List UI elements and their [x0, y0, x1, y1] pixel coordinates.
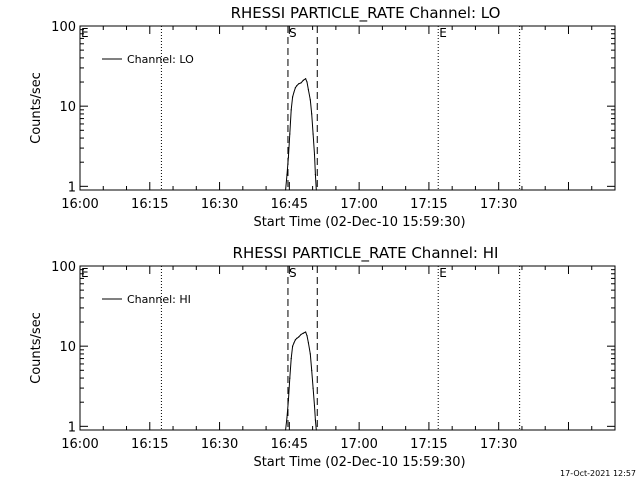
data-point: [312, 387, 314, 389]
data-point: [286, 416, 288, 418]
x-tick-label: 16:15: [131, 437, 168, 452]
data-point: [285, 429, 287, 431]
x-tick-label: 17:15: [410, 437, 447, 452]
y-tick-label: 10: [59, 100, 76, 115]
x-tick-label: 17:00: [340, 197, 377, 212]
x-axis-label: Start Time (02-Dec-10 15:59:30): [253, 215, 465, 230]
x-tick-label: 16:15: [131, 197, 168, 212]
data-point: [307, 89, 310, 91]
data-point: [289, 133, 291, 135]
footer-timestamp: 17-Oct-2021 12:57: [560, 469, 636, 478]
y-tick-label: 1: [68, 420, 76, 435]
data-point: [307, 342, 310, 344]
data-point: [290, 357, 292, 360]
data-point: [290, 109, 292, 111]
x-tick-label: 16:30: [201, 437, 238, 452]
data-point: [296, 337, 298, 339]
x-tick-label: 16:00: [61, 197, 98, 212]
x-tick-label: 17:30: [480, 437, 517, 452]
data-point: [309, 99, 311, 101]
plot-frame: [79, 25, 616, 191]
x-tick-label: 16:30: [201, 197, 238, 212]
x-tick-label: 16:00: [61, 437, 98, 452]
data-point: [292, 345, 294, 347]
x-axis-label: Start Time (02-Dec-10 15:59:30): [253, 455, 465, 470]
y-tick-label: 100: [51, 260, 76, 275]
data-point: [314, 419, 316, 421]
data-point: [287, 156, 290, 158]
x-tick-label: 16:45: [271, 197, 308, 212]
data-point: [315, 429, 317, 431]
data-point: [294, 339, 296, 341]
data-point: [302, 79, 304, 81]
data-point: [298, 83, 300, 85]
data-point: [314, 174, 316, 176]
legend-label: Channel: LO: [127, 53, 194, 66]
chart-panel-2: RHESSI PARTICLE_RATE Channel: HI Counts/s…: [29, 244, 616, 470]
data-point: [296, 85, 298, 87]
marker-label: S: [289, 26, 297, 40]
chart-title: RHESSI PARTICLE_RATE Channel: LO: [231, 4, 501, 23]
data-point: [289, 377, 291, 379]
series-line: [285, 331, 317, 431]
data-point: [311, 113, 313, 115]
data-point: [300, 82, 302, 84]
data-point: [292, 96, 294, 98]
plot-frame: [79, 265, 616, 431]
marker-label: E: [439, 266, 447, 280]
x-tick-label: 16:45: [271, 437, 308, 452]
marker-label: E: [81, 26, 89, 40]
x-tick-label: 17:15: [410, 197, 447, 212]
data-point: [306, 81, 308, 83]
data-point: [285, 189, 287, 191]
chart-panel-1: RHESSI PARTICLE_RATE Channel: LO Counts/s…: [29, 4, 616, 230]
data-point: [305, 331, 307, 333]
marker-label: S: [289, 266, 297, 280]
y-tick-label: 100: [51, 20, 76, 35]
chart-title: RHESSI PARTICLE_RATE Channel: HI: [233, 244, 499, 263]
data-point: [300, 333, 302, 336]
data-point: [313, 153, 316, 156]
x-tick-label: 17:00: [340, 437, 377, 452]
y-tick-label: 10: [59, 340, 76, 355]
y-axis-label: Counts/sec: [29, 72, 44, 144]
marker-label: E: [81, 266, 89, 280]
y-tick-label: 1: [68, 180, 76, 195]
x-tick-label: 17:30: [480, 197, 517, 212]
data-point: [294, 87, 296, 89]
data-point: [293, 91, 295, 93]
marker-label: E: [439, 26, 447, 40]
data-point: [309, 353, 311, 355]
data-point: [305, 78, 307, 80]
data-point: [311, 369, 313, 371]
y-axis-label: Counts/sec: [29, 312, 44, 384]
data-point: [302, 332, 304, 334]
data-point: [306, 335, 308, 337]
data-point: [315, 189, 317, 191]
data-point: [298, 336, 300, 338]
data-point: [293, 342, 295, 344]
legend-label: Channel: HI: [127, 293, 191, 306]
data-point: [286, 174, 288, 176]
data-point: [312, 133, 314, 135]
data-point: [287, 399, 290, 402]
data-point: [313, 405, 316, 407]
